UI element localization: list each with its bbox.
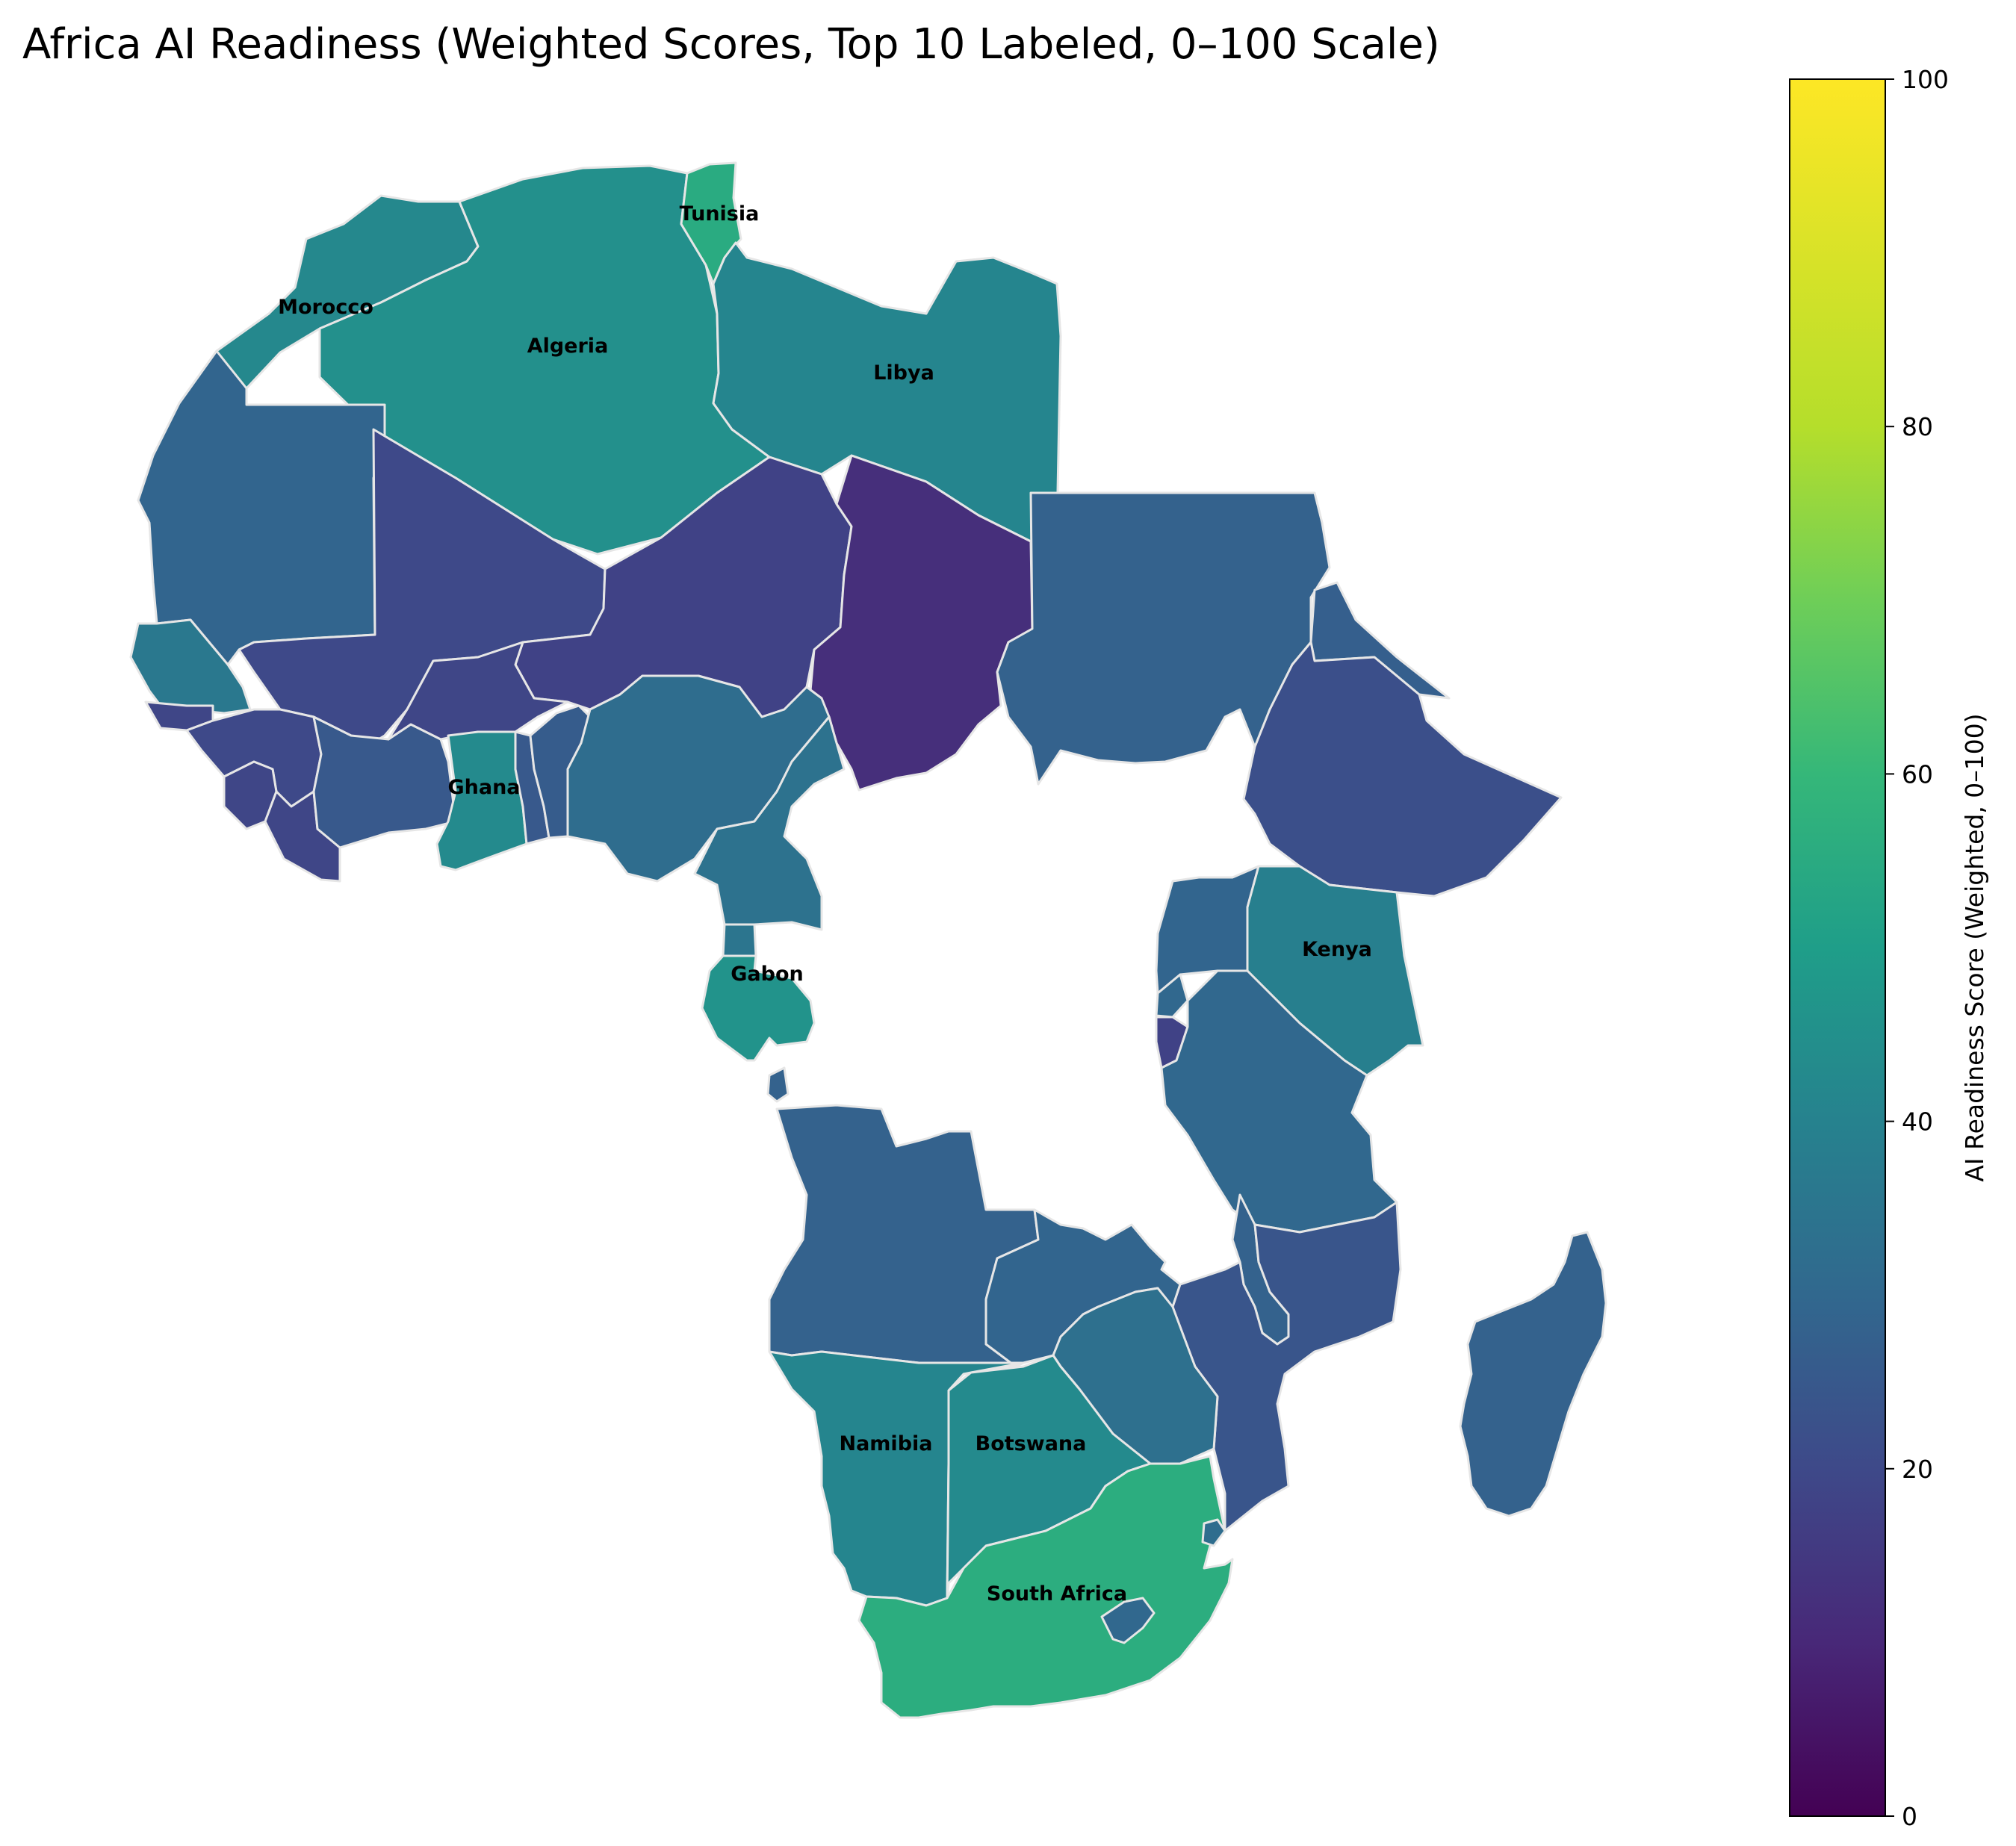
country-burkina-faso [387, 641, 569, 741]
country-ethiopia [1242, 641, 1563, 898]
country-gabon [701, 954, 816, 1062]
label-morocco: Morocco [278, 296, 373, 319]
country-eswatini [1201, 1518, 1226, 1547]
country-lesotho [1100, 1597, 1156, 1644]
country-equatorial-guinea [722, 923, 757, 957]
label-kenya: Kenya [1302, 938, 1372, 961]
country-cameroon [693, 715, 846, 931]
colorbar-tick-label: 100 [1902, 65, 1949, 94]
label-libya: Libya [873, 361, 934, 385]
country-mali [238, 428, 607, 748]
country-cabinda [766, 1066, 790, 1103]
country-south-africa [857, 1455, 1234, 1719]
label-botswana: Botswana [976, 1432, 1087, 1455]
colorbar-tick-label: 0 [1902, 1802, 1917, 1831]
colorbar-tick-label: 20 [1902, 1455, 1933, 1484]
colorbar-gradient [1789, 78, 1886, 1817]
label-ghana: Ghana [447, 776, 520, 799]
label-tunisia: Tunisia [680, 202, 760, 226]
label-gabon: Gabon [731, 963, 803, 986]
chart-title: Africa AI Readiness (Weighted Scores, To… [22, 20, 1440, 69]
label-algeria: Algeria [527, 335, 609, 358]
colorbar-label: AI Readiness Score (Weighted, 0–100) [1960, 713, 1989, 1181]
colorbar-tick-label: 40 [1902, 1107, 1933, 1137]
colorbar-tick-label: 60 [1902, 759, 1933, 789]
colorbar-ticks: 0 20 40 60 80 100 [1885, 65, 1949, 1831]
country-rwanda [1155, 973, 1189, 1019]
colorbar-tick-label: 80 [1902, 412, 1933, 441]
colorbar: 0 20 40 60 80 100 AI Readiness Score (Weighte… [1789, 65, 1989, 1831]
country-madagascar [1459, 1231, 1607, 1517]
label-south-africa: South Africa [987, 1582, 1127, 1606]
map [129, 161, 1607, 1719]
label-namibia: Namibia [839, 1432, 932, 1455]
country-labels: Morocco Algeria Tunisia Libya Ghana Gabon Keny… [278, 202, 1372, 1606]
country-sudan [996, 491, 1331, 786]
